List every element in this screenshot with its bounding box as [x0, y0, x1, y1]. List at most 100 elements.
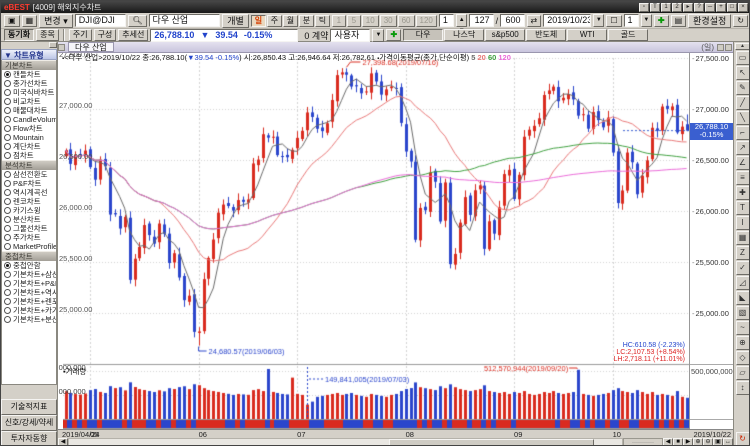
chart-type-option[interactable]: 기본차트+카기 — [2, 306, 56, 315]
window-button-9[interactable]: × — [738, 2, 748, 12]
window-button-8[interactable]: □ — [727, 2, 737, 12]
chart-type-option[interactable]: 기본차트+렌포 — [2, 297, 56, 306]
user-select[interactable]: 사용자 — [330, 28, 371, 42]
window-button-4[interactable]: ▸ — [683, 2, 693, 12]
chart-refresh-icon[interactable]: ↻ — [735, 432, 749, 445]
compose-button[interactable]: 구성 — [93, 29, 117, 41]
chart-type-option[interactable]: 역시계곡선 — [2, 188, 56, 197]
draw-tool-icon-10[interactable]: T — [735, 201, 749, 215]
chart-type-option[interactable]: 계단차트 — [2, 142, 56, 151]
draw-tool-icon-17[interactable]: ▧ — [735, 306, 749, 320]
individual-button[interactable]: 개별 — [222, 13, 249, 28]
chart-type-option[interactable]: 삼선전환도 — [2, 170, 56, 179]
chart-type-option[interactable]: 그물선차트 — [2, 224, 56, 233]
draw-tool-icon-5[interactable]: ⌐ — [735, 126, 749, 140]
chart-type-option[interactable]: 기본차트+역시계 — [2, 288, 56, 297]
window-button-7[interactable]: + — [716, 2, 726, 12]
chart-type-option[interactable]: 미국식바차트 — [2, 88, 56, 97]
period-button-분[interactable]: 분 — [298, 14, 314, 27]
symbol-name-input[interactable]: 다우 산업 — [148, 14, 221, 27]
draw-tool-icon-8[interactable]: ≡ — [735, 171, 749, 185]
chart-new-icon[interactable]: ▣ — [4, 14, 20, 27]
user-dropdown[interactable]: ▼ — [372, 28, 385, 42]
search-icon[interactable]: 🔍︎ — [128, 14, 147, 27]
reload-icon[interactable]: ↻ — [733, 14, 748, 27]
price-volume-chart[interactable] — [63, 53, 689, 429]
draw-tool-icon-22[interactable]: ↕ — [735, 381, 749, 395]
scroll-thumb[interactable] — [389, 439, 594, 445]
chart-tab[interactable]: 다우 산업 — [68, 42, 114, 52]
sidebar-button-1[interactable]: 신호/강세/약세 — [1, 415, 57, 431]
draw-tool-icon-11[interactable]: I — [735, 216, 749, 230]
chart-type-option[interactable]: 점차트 — [2, 151, 56, 160]
draw-tool-icon-13[interactable]: Z — [735, 246, 749, 260]
chart-type-option[interactable]: 매물대차트 — [2, 106, 56, 115]
cycle-button[interactable]: 주기 — [68, 29, 92, 41]
chart-type-option[interactable]: Flow차트 — [2, 124, 56, 133]
bars-total-input[interactable]: 600 — [500, 14, 525, 27]
add-tab-icon[interactable]: ✚ — [386, 29, 402, 41]
chart-type-option[interactable]: 기본차트+P&F — [2, 279, 56, 288]
sidebar-pin-icon[interactable] — [49, 42, 57, 48]
add-icon[interactable]: ✚ — [653, 14, 669, 27]
chart-type-option[interactable]: 주가차트 — [2, 233, 56, 242]
draw-tool-icon-14[interactable]: ✓ — [735, 261, 749, 275]
pane-close-icon[interactable] — [725, 43, 732, 51]
count-spinner[interactable]: ▲▼ — [456, 14, 468, 34]
draw-tool-icon-9[interactable]: ✚ — [735, 186, 749, 200]
symbol-code-input[interactable]: DJI@DJI — [74, 14, 127, 27]
sync-button[interactable]: 동기화 — [4, 29, 35, 41]
overlay-checkbox[interactable]: ☐ — [606, 14, 622, 27]
sidebar-button-2[interactable]: 투자자동향 — [1, 431, 57, 445]
window-button-5[interactable]: ? — [694, 2, 704, 12]
step-back-icon[interactable]: ◀ — [663, 438, 673, 445]
quick-tab-골드[interactable]: 골드 — [608, 29, 649, 41]
settings-button[interactable]: 환경설정 — [688, 13, 732, 28]
draw-tool-icon-19[interactable]: ⊕ — [735, 336, 749, 350]
quick-tab-다우[interactable]: 다우 — [403, 29, 444, 41]
draw-tool-icon-21[interactable]: ▱ — [735, 366, 749, 380]
step-stop-icon[interactable]: ■ — [673, 438, 683, 445]
pane-max-icon[interactable] — [717, 43, 724, 51]
chart-type-option[interactable]: 기본차트+분산 — [2, 315, 56, 324]
zoom-range-icon[interactable]: ↔ — [723, 438, 733, 445]
draw-tool-icon-4[interactable]: ╲ — [735, 111, 749, 125]
quick-tab-s&p500[interactable]: s&p500 — [485, 29, 526, 41]
draw-tool-icon-18[interactable]: ~ — [735, 321, 749, 335]
chart-type-option[interactable]: MarketProfile — [2, 242, 56, 251]
refresh-chart-icon[interactable]: ⇄ — [526, 14, 542, 27]
step-fwd-icon[interactable]: ▶ — [683, 438, 693, 445]
scroll-left-icon[interactable]: ◀ — [58, 438, 68, 445]
change-button[interactable]: 변경 ▾ — [39, 13, 73, 28]
chart-type-option[interactable]: CandleVolume — [2, 115, 56, 124]
date-input[interactable]: 2019/10/23 — [543, 14, 592, 27]
zoom-in-icon[interactable]: ⊕ — [693, 438, 703, 445]
chart-copy-icon[interactable]: ▦ — [21, 14, 38, 27]
draw-tool-icon-20[interactable]: ◇ — [735, 351, 749, 365]
tools-scroll-up-icon[interactable]: ▲ — [734, 43, 749, 50]
count-input[interactable]: 1 — [438, 14, 455, 27]
stock-button[interactable]: 종목 — [36, 29, 59, 41]
scroll-minimap[interactable]: ··········· — [623, 438, 663, 445]
window-button-1[interactable]: T — [650, 2, 660, 12]
scroll-track[interactable] — [68, 438, 623, 445]
chart-type-option[interactable]: 중첩안함 — [2, 261, 56, 270]
chart-type-option[interactable]: 분산차트 — [2, 215, 56, 224]
zoom-fit-icon[interactable]: ▣ — [713, 438, 723, 445]
quick-tab-WTI[interactable]: WTI — [567, 29, 608, 41]
chart-type-option[interactable]: 카기스윙 — [2, 206, 56, 215]
chart-type-option[interactable]: 캔들차트 — [2, 70, 56, 79]
draw-tool-icon-6[interactable]: ↗ — [735, 141, 749, 155]
draw-tool-icon-0[interactable]: ▭ — [735, 51, 749, 65]
draw-tool-icon-15[interactable]: ◿ — [735, 276, 749, 290]
chart-type-option[interactable]: 기본차트+삼선 — [2, 270, 56, 279]
save-icon[interactable]: ▤ — [670, 14, 687, 27]
window-button-3[interactable]: 2 — [672, 2, 682, 12]
draw-tool-icon-2[interactable]: ✎ — [735, 81, 749, 95]
window-button-2[interactable]: 1 — [661, 2, 671, 12]
overlay-count[interactable]: 1 — [623, 14, 639, 27]
sidebar-button-0[interactable]: 기술적지표 — [1, 399, 57, 415]
chart-type-option[interactable]: 렌코차트 — [2, 197, 56, 206]
trendline-button[interactable]: 추세선 — [118, 29, 149, 41]
chart-type-option[interactable]: 종가선차트 — [2, 79, 56, 88]
